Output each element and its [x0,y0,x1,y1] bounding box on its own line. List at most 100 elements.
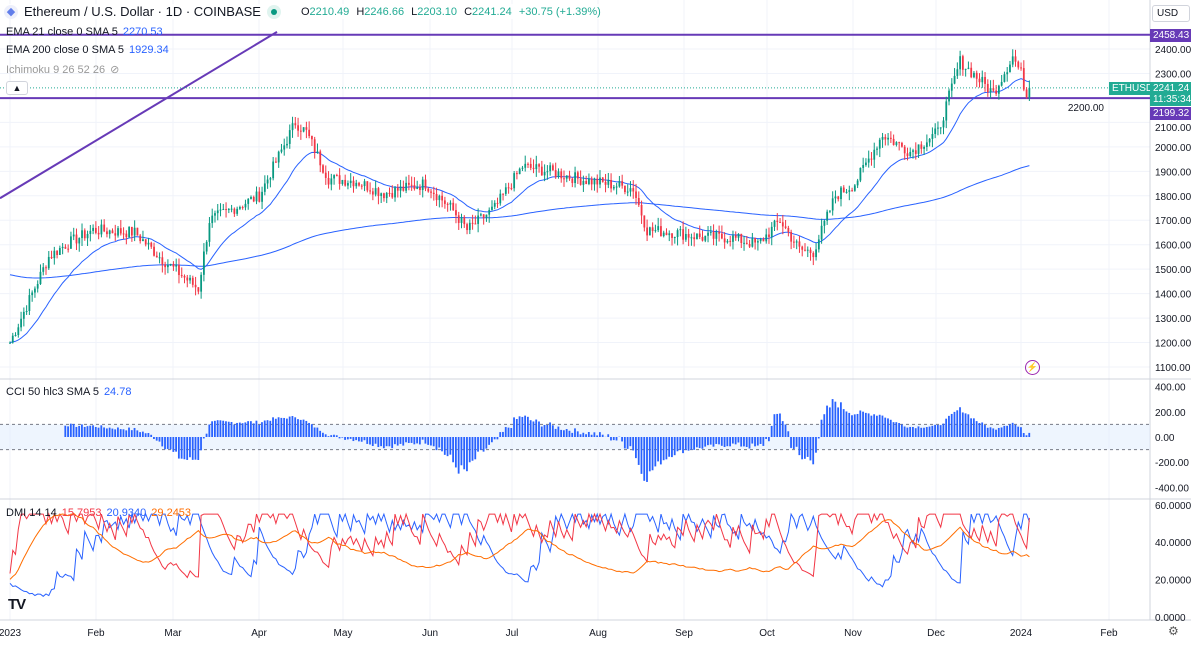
currency-select[interactable]: USD [1152,5,1190,22]
cci-bar [177,437,180,459]
candle [117,228,119,236]
candle [97,232,100,235]
cci-bar [726,437,729,447]
cci-bar [870,415,873,437]
cci-bar [959,407,961,437]
price-tick-label: 1600.00 [1155,241,1191,252]
cci-bar [407,437,410,443]
candle [648,227,651,236]
candle [330,178,333,185]
lightning-icon[interactable]: ⚡ [1025,360,1040,375]
candle [593,178,596,185]
trend-line [0,31,278,200]
cci-bar [172,437,175,452]
candle [961,56,964,70]
candle [521,167,524,169]
candle [865,162,867,166]
cci-bar [89,425,92,437]
dmi-tick-label: 20.0000 [1155,576,1191,587]
cci-bar [903,426,906,437]
ema21-legend[interactable]: EMA 21 close 0 SMA 5 2270.53 [6,26,163,38]
dmi-legend[interactable]: DMI 14 14 15.7953 20.9340 29.2453 [6,507,192,519]
candle [765,234,768,242]
cci-bar [1020,427,1022,437]
candle [745,242,748,244]
cci-bar [917,426,920,437]
cci-bar [554,428,557,437]
candle [876,148,878,150]
collapse-legend-button[interactable]: ▲ [6,81,28,95]
cci-bar [596,435,599,437]
candle [596,178,599,185]
candle [568,175,571,179]
candle [1011,56,1014,65]
cci-bar [463,437,466,470]
candle [793,241,795,243]
cci-bar [493,437,496,440]
candle [571,178,574,184]
symbol-header[interactable]: ◆ Ethereum / U.S. Dollar · 1D · COINBASE… [4,4,601,19]
cci-bar [914,428,917,437]
candle [56,250,58,255]
candle [385,192,388,199]
candle [1028,87,1031,98]
cci-bar [241,423,244,437]
cci-bar [374,437,377,444]
candle [867,158,870,163]
candle [493,202,496,207]
candle [275,161,277,163]
cci-bar [599,432,601,437]
time-tick-label: Jun [422,628,438,639]
dmi-tick-label: 60.0000 [1155,501,1191,512]
candle [14,335,17,337]
cci-bar [698,437,701,448]
cci-bar [767,437,770,442]
candle [931,134,934,139]
candle [78,238,81,244]
cci-bar [355,437,358,441]
candle [333,175,335,179]
candle [621,181,624,186]
candle [684,233,687,240]
candle [1009,64,1011,73]
cci-bar [521,416,524,437]
cci-bar [781,421,784,437]
cci-bar [1000,427,1003,437]
cci-bar [779,413,781,437]
candle [416,187,419,189]
ichimoku-legend[interactable]: Ichimoku 9 26 52 26 ⊘ [6,64,120,76]
cci-bar [612,437,615,441]
candle [856,180,859,186]
cci-bar [216,420,219,437]
candle [219,209,222,211]
settings-gear-icon[interactable]: ⚙ [1168,624,1179,638]
candle [720,233,723,239]
candle [72,234,75,237]
cci-bar [975,421,978,437]
cci-bar [762,437,765,446]
candle [119,228,122,234]
cci-bar [1003,425,1006,437]
cci-bar [432,437,435,447]
candle [443,200,446,204]
hidden-eye-icon[interactable]: ⊘ [110,64,120,76]
cci-legend[interactable]: CCI 50 hlc3 SMA 5 24.78 [6,386,132,398]
candle [67,248,70,250]
cci-bar [565,429,568,437]
cci-bar [402,437,405,446]
cci-bar [892,422,895,437]
cci-bar [247,421,250,437]
ema200-legend[interactable]: EMA 200 close 0 SMA 5 1929.34 [6,44,169,56]
candle [247,198,250,204]
tradingview-logo[interactable]: TV [8,596,26,613]
cci-bar [338,437,341,439]
cci-bar [845,411,848,437]
candle [175,265,178,267]
candle [200,274,203,292]
candle [873,149,876,160]
cci-bar [707,437,709,446]
cci-bar [507,427,510,437]
candle [632,188,635,192]
cci-bar [936,424,939,437]
